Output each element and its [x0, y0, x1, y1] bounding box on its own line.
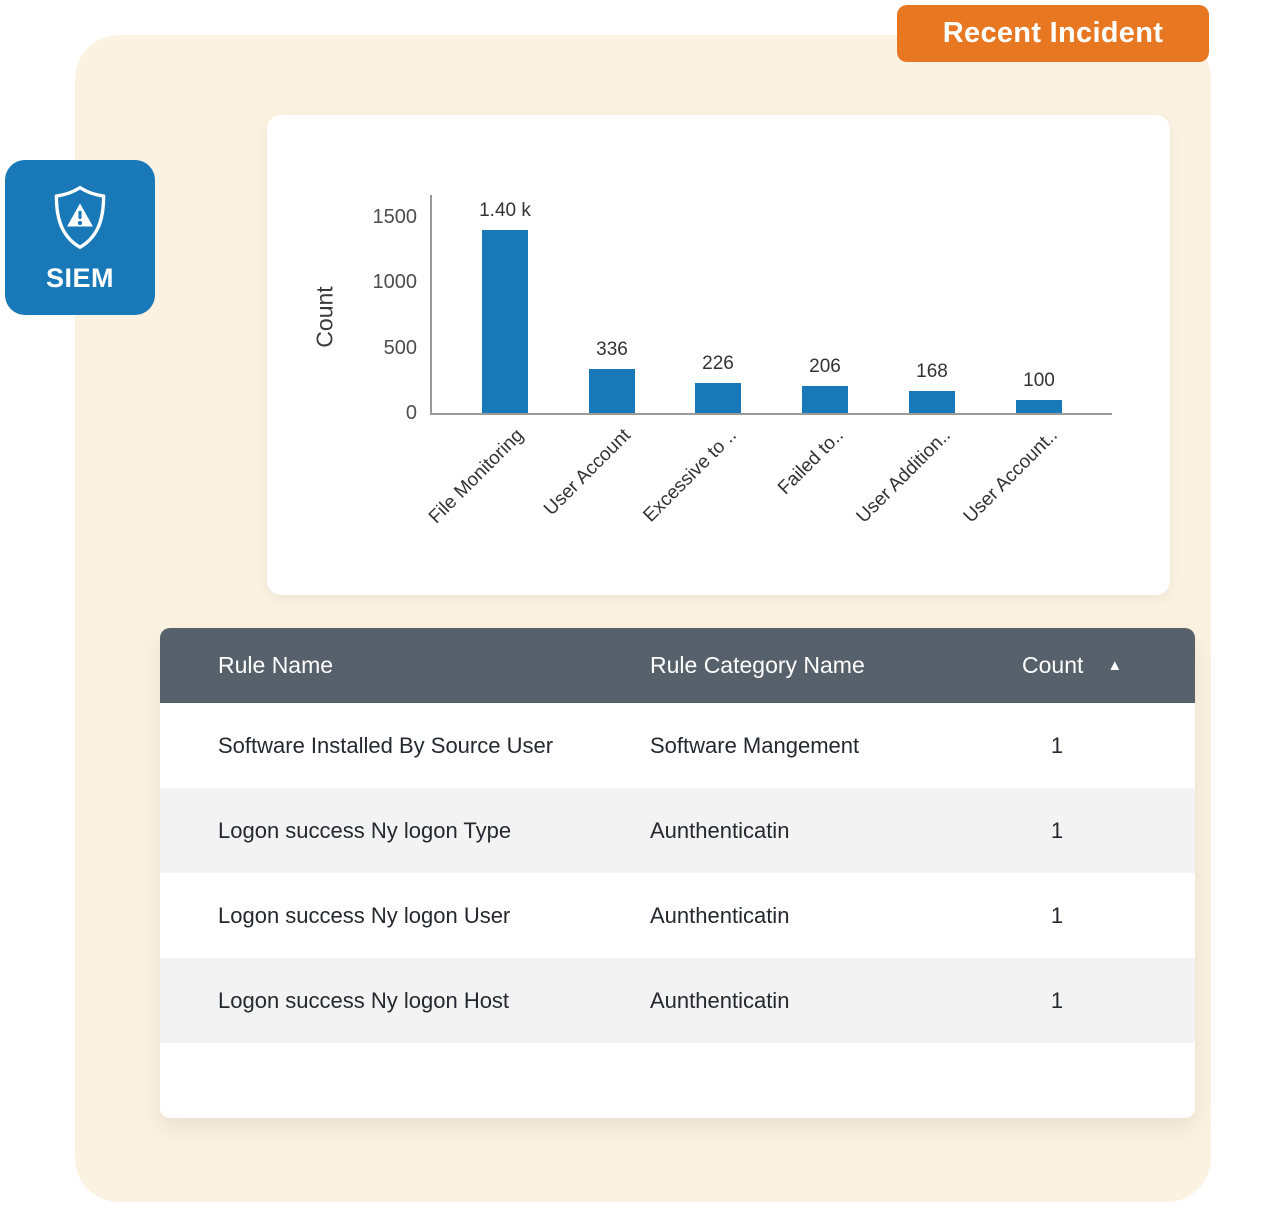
siem-badge: SIEM	[5, 160, 155, 315]
cell-rule-category: Aunthenticatin	[650, 817, 790, 843]
y-tick-label: 500	[383, 336, 417, 359]
cell-rule-name: Logon success Ny logon User	[218, 902, 511, 928]
shield-alert-icon	[44, 182, 116, 259]
cell-rule-name: Logon success Ny logon Host	[218, 987, 510, 1013]
bar-value-label: 168	[916, 361, 948, 382]
x-tick-label: User Account	[540, 425, 635, 520]
table-row[interactable]: Software Installed By Source User Softwar…	[160, 703, 1195, 788]
incident-rules-table: Rule Name Rule Category Name Count ▲ Sof…	[160, 628, 1195, 1118]
cell-rule-name: Software Installed By Source User	[218, 732, 554, 758]
x-tick-label: File Monitoring	[424, 425, 528, 528]
cell-count: 1	[1050, 732, 1064, 758]
cell-rule-name: Logon success Ny logon Type	[218, 817, 512, 843]
y-tick-label: 0	[405, 402, 417, 424]
recent-incident-badge[interactable]: Recent Incident	[897, 5, 1209, 62]
bar-value-label: 226	[702, 353, 734, 374]
table-row[interactable]: Logon success Ny logon Host Aunthenticati…	[160, 958, 1195, 1043]
bar-value-label: 206	[809, 356, 841, 377]
cell-rule-category: Aunthenticatin	[650, 987, 790, 1013]
chart-bar	[482, 230, 528, 413]
sort-asc-icon[interactable]: ▲	[1107, 657, 1123, 674]
y-tick-label: 1500	[372, 206, 418, 229]
table-row[interactable]: Logon success Ny logon Type Aunthenticati…	[160, 788, 1195, 873]
column-header-count[interactable]: Count ▲	[1022, 652, 1155, 679]
chart-bar	[1016, 400, 1062, 413]
chart-bar	[909, 391, 955, 413]
x-tick-label: Excessive to ..	[639, 425, 741, 527]
x-tick-label: User Account..	[959, 425, 1062, 528]
bar-value-label: 1.40 k	[479, 200, 531, 221]
chart-bar	[695, 383, 741, 413]
y-axis-line	[430, 195, 432, 414]
x-tick-label: User Addition..	[852, 425, 955, 528]
x-axis-line	[430, 413, 1112, 415]
chart-bar	[802, 386, 848, 413]
siem-label: SIEM	[45, 262, 114, 293]
cell-rule-category: Software Mangement	[650, 732, 860, 758]
table-row[interactable]: Logon success Ny logon User Aunthenticati…	[160, 873, 1195, 958]
cell-rule-category: Aunthenticatin	[650, 902, 790, 928]
chart-bar	[589, 369, 635, 413]
table-header: Rule Name Rule Category Name Count ▲	[160, 628, 1195, 703]
column-header-rule-category[interactable]: Rule Category Name	[650, 652, 865, 678]
column-header-rule-name[interactable]: Rule Name	[218, 652, 334, 678]
bar-value-label: 336	[596, 339, 628, 360]
cell-count: 1	[1050, 987, 1064, 1013]
cell-count: 1	[1050, 817, 1064, 843]
column-header-count-label: Count	[1022, 652, 1084, 678]
x-tick-label: Failed to..	[774, 425, 848, 499]
cell-count: 1	[1050, 902, 1064, 928]
incident-count-chart: Count 0 500 1000 1500 1.40 k File Monitoring…	[267, 115, 1170, 595]
table-body: Software Installed By Source User Softwar…	[160, 703, 1195, 1043]
y-tick-label: 1000	[372, 271, 418, 294]
bar-value-label: 100	[1023, 370, 1055, 391]
